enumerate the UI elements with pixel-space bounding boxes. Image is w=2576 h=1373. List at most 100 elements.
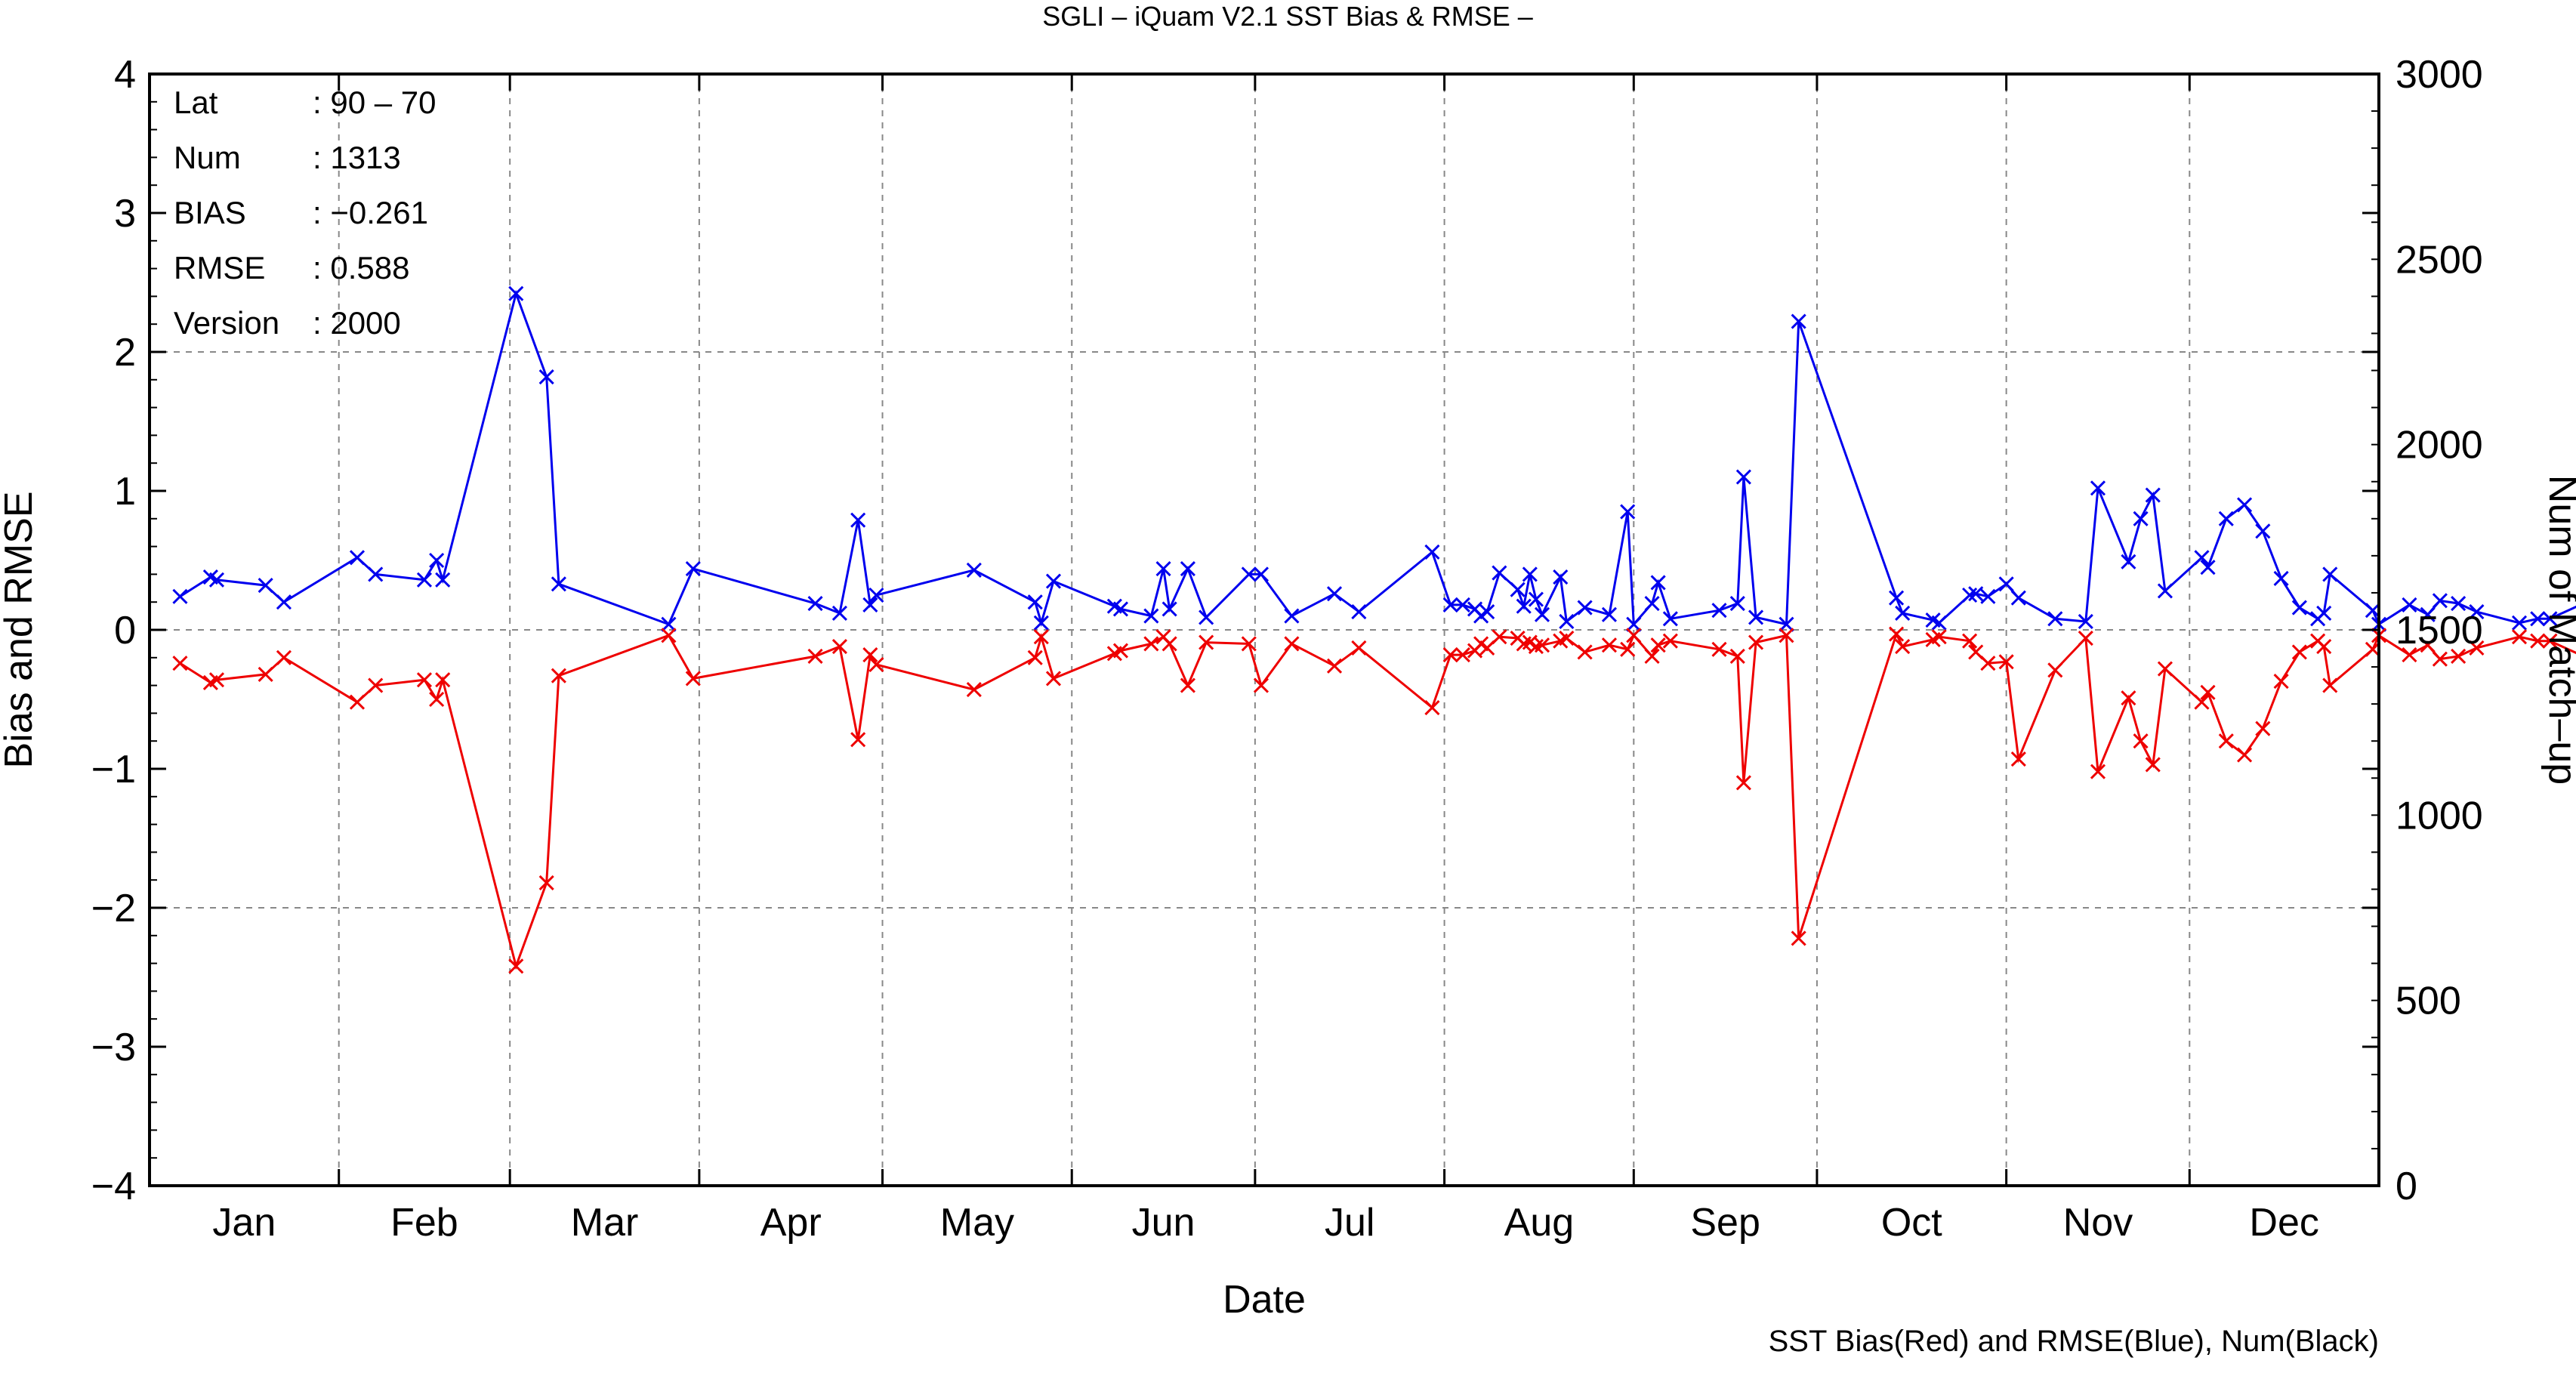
data-point-0 [508, 285, 524, 301]
data-point-1 [2010, 751, 2026, 767]
data-point-1 [1534, 637, 1550, 653]
data-point-1 [1729, 648, 1745, 665]
data-point-1 [1045, 671, 1062, 686]
data-point-0 [1931, 615, 1947, 631]
data-point-1 [1027, 649, 1043, 665]
data-point-1 [2200, 684, 2216, 700]
data-point-0 [2322, 566, 2338, 582]
data-point-1 [862, 647, 878, 663]
data-point-1 [2121, 690, 2136, 706]
data-point-0 [2237, 497, 2253, 513]
data-point-0 [685, 560, 701, 577]
y2-tick-label: 1000 [2396, 794, 2483, 838]
data-point-0 [1522, 566, 1538, 582]
grid [150, 74, 2379, 1186]
data-point-0 [868, 587, 884, 603]
data-point-0 [1534, 606, 1550, 622]
data-point-0 [1180, 560, 1195, 577]
data-point-1 [429, 691, 445, 708]
data-point-1 [2365, 641, 2380, 657]
y-tick-label: 3 [114, 192, 136, 236]
data-point-0 [1424, 544, 1440, 560]
data-point-0 [1968, 586, 1984, 602]
y-tick-label: −3 [91, 1026, 136, 1069]
y2-tick-label: 500 [2396, 980, 2461, 1023]
data-point-0 [2402, 597, 2417, 612]
data-point-0 [1601, 606, 1618, 622]
data-point-0 [2542, 611, 2558, 627]
x-tick-label: Aug [1504, 1201, 1575, 1245]
data-point-0 [416, 572, 433, 588]
data-point-0 [2291, 600, 2307, 616]
data-point-0 [1626, 616, 1642, 632]
data-point-0 [2047, 611, 2063, 627]
data-point-0 [2316, 605, 2332, 621]
x-tick-label: Mar [571, 1201, 639, 1245]
data-point-0 [1284, 608, 1300, 624]
data-point-1 [1284, 636, 1300, 652]
data-point-0 [1662, 611, 1678, 627]
data-point-0 [2121, 554, 2136, 569]
data-point-1 [1626, 628, 1642, 643]
data-point-0 [1553, 569, 1569, 585]
data-point-0 [349, 550, 366, 566]
data-point-0 [2200, 560, 2216, 575]
data-point-0 [258, 578, 273, 594]
data-point-1 [2255, 720, 2271, 736]
data-point-0 [172, 588, 188, 604]
data-point-0 [1241, 566, 1257, 582]
data-point-0 [1980, 588, 1996, 604]
data-point-1 [868, 656, 884, 673]
data-point-0 [1479, 604, 1495, 620]
x-tick-label: Jan [212, 1201, 276, 1245]
data-point-1 [416, 672, 433, 688]
stat-label: RMSE [174, 250, 265, 285]
data-point-1 [2237, 747, 2253, 763]
data-point-1 [1479, 640, 1495, 656]
data-point-1 [538, 875, 554, 890]
data-point-1 [685, 671, 701, 686]
series-line-1 [179, 631, 2576, 970]
data-point-0 [2078, 613, 2093, 630]
stat-value: : 90 – 70 [313, 85, 436, 120]
data-point-0 [1442, 597, 1458, 612]
stat-label: BIAS [174, 195, 246, 230]
data-point-0 [2218, 511, 2234, 526]
data-point-1 [2157, 661, 2173, 677]
data-point-1 [1644, 648, 1660, 665]
data-point-0 [2145, 487, 2161, 503]
data-point-1 [1779, 628, 1794, 643]
data-point-0 [2255, 523, 2271, 539]
data-point-0 [2511, 615, 2528, 631]
data-point-0 [1510, 582, 1526, 597]
data-point-1 [1998, 654, 2014, 670]
data-point-1 [2090, 764, 2106, 779]
data-point-1 [2432, 651, 2448, 667]
stat-value: : −0.261 [313, 195, 428, 230]
data-point-0 [1889, 590, 1905, 606]
data-point-0 [1033, 615, 1049, 631]
data-point-1 [2291, 644, 2307, 660]
data-point-1 [2133, 733, 2149, 749]
data-point-0 [1559, 613, 1575, 630]
data-point-0 [661, 616, 677, 632]
data-point-0 [966, 562, 982, 578]
stat-label: Lat [174, 85, 218, 120]
stat-value: : 2000 [313, 305, 401, 341]
x-tick-label: Oct [1881, 1201, 1942, 1245]
y-tick-label: 4 [114, 53, 136, 97]
data-point-0 [1162, 601, 1177, 617]
data-point-1 [1199, 634, 1214, 650]
data-point-0 [2194, 550, 2210, 566]
data-point-0 [1253, 566, 1269, 582]
y2-tick-label: 1500 [2396, 609, 2483, 653]
chart-caption: SST Bias(Red) and RMSE(Blue), Num(Black) [1769, 1325, 2379, 1358]
data-point-1 [1241, 636, 1257, 652]
data-point-0 [1045, 573, 1062, 589]
x-axis-label: Date [1223, 1278, 1306, 1322]
y-axis-label: Bias and RMSE [0, 491, 41, 768]
data-point-1 [2451, 648, 2466, 665]
data-point-0 [551, 576, 566, 592]
axis-ticks: 4 3 2 1 0 −1 −2 −3 −4 3000 2500 2000 1500 1000 500 0 Jan… [91, 53, 2483, 1245]
